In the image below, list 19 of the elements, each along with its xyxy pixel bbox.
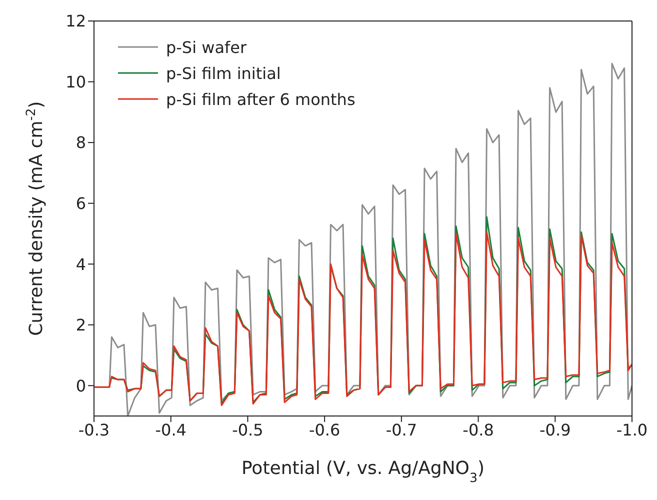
y-tick-label: 4 bbox=[76, 254, 86, 274]
x-axis-title: Potential (V, vs. Ag/AgNO$_{3}$) bbox=[241, 458, 485, 484]
x-tick-label: -0.4 bbox=[155, 420, 186, 440]
y-tick-label: 0 bbox=[76, 376, 86, 396]
y-tick-label: 12 bbox=[66, 12, 86, 31]
legend-label: p-Si film initial bbox=[166, 64, 281, 82]
x-tick-label: -0.9 bbox=[540, 420, 571, 440]
x-tick-label: -0.5 bbox=[232, 420, 264, 440]
x-tick-label: -0.6 bbox=[308, 420, 340, 440]
x-tick-label: -0.7 bbox=[386, 420, 418, 440]
y-tick-label: 10 bbox=[66, 72, 86, 92]
legend-label: p-Si film after 6 months bbox=[166, 90, 356, 108]
y-tick-label: 8 bbox=[76, 133, 86, 152]
x-tick-label: -0.8 bbox=[462, 420, 494, 440]
legend-label: p-Si wafer bbox=[166, 38, 247, 56]
x-tick-label: -0.3 bbox=[78, 420, 110, 440]
y-tick-label: 2 bbox=[76, 316, 86, 335]
x-tick-label: -1.0 bbox=[616, 420, 648, 440]
y-tick-label: 6 bbox=[76, 194, 86, 213]
